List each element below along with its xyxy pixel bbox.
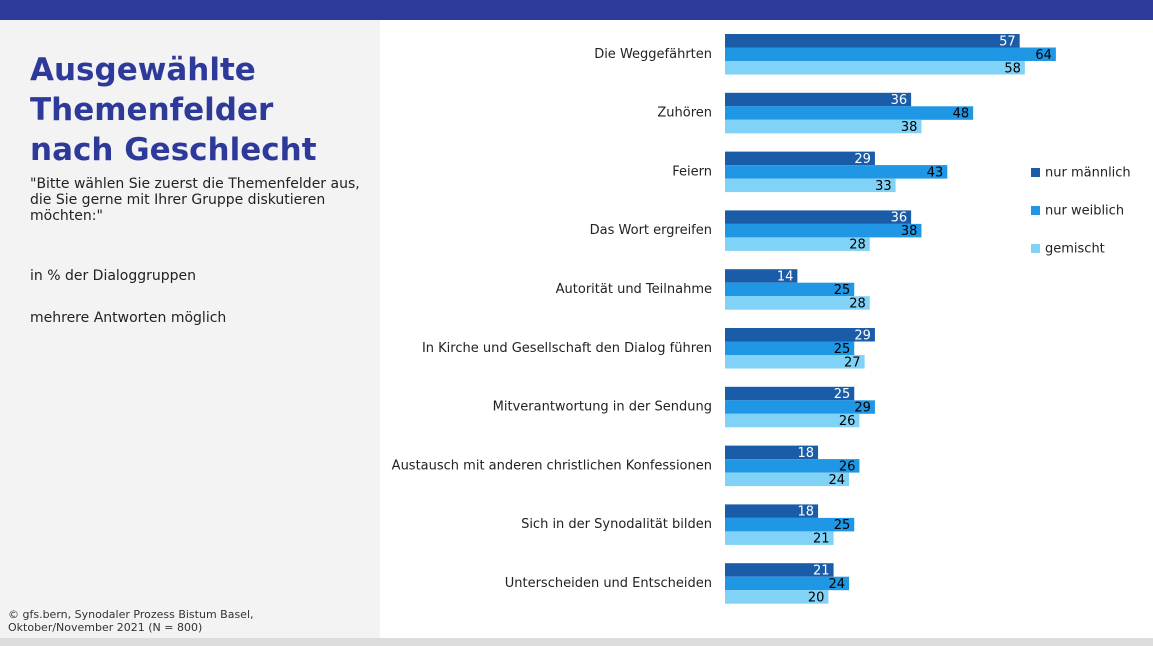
value-label: 33 <box>875 179 892 194</box>
value-label: 38 <box>901 224 918 239</box>
value-label: 27 <box>844 355 861 370</box>
subtitle: "Bitte wählen Sie zuerst die Themenfelde… <box>30 176 360 224</box>
chart-title: Ausgewählte Themenfelder nach Geschlecht <box>30 50 317 170</box>
legend-swatch <box>1031 206 1040 215</box>
value-label: 18 <box>798 446 815 461</box>
category-label: Austausch mit anderen christlichen Konfe… <box>392 458 712 473</box>
value-label: 25 <box>834 387 851 402</box>
bar <box>725 590 829 604</box>
value-label: 24 <box>829 473 846 488</box>
value-label: 64 <box>1035 48 1052 63</box>
category-label: Zuhören <box>657 106 712 121</box>
bar <box>725 517 855 532</box>
bar <box>725 459 860 473</box>
legend-label: nur männlich <box>1045 166 1131 181</box>
value-label: 43 <box>927 165 944 180</box>
bar <box>725 61 1025 75</box>
value-label: 25 <box>834 518 851 533</box>
value-label: 29 <box>854 152 871 167</box>
value-label: 29 <box>854 401 871 416</box>
title-line: nach Geschlecht <box>30 132 317 168</box>
bar <box>725 472 850 487</box>
category-label: Mitverantwortung in der Sendung <box>493 400 712 415</box>
value-label: 26 <box>839 414 856 429</box>
bar <box>725 119 922 134</box>
bar <box>725 223 922 238</box>
value-label: 38 <box>901 120 918 135</box>
bar <box>725 445 819 460</box>
bar <box>725 269 798 283</box>
note: in % der Dialoggruppen <box>30 268 197 284</box>
bar <box>725 400 875 414</box>
value-label: 20 <box>808 590 825 605</box>
bar <box>725 413 860 428</box>
category-label: Unterscheiden und Entscheiden <box>505 576 712 591</box>
value-label: 25 <box>834 283 851 298</box>
bar <box>725 237 870 251</box>
bar <box>725 296 870 310</box>
left-panel <box>0 20 380 638</box>
value-label: 28 <box>849 296 866 311</box>
value-label: 57 <box>999 34 1016 49</box>
value-label: 26 <box>839 459 856 474</box>
value-label: 58 <box>1004 61 1021 76</box>
value-label: 24 <box>829 577 846 592</box>
value-label: 21 <box>813 563 830 578</box>
title-line: Themenfelder <box>30 92 274 128</box>
bar <box>725 106 974 120</box>
category-label: Autorität und Teilnahme <box>556 282 712 297</box>
bar <box>725 210 912 224</box>
bar <box>725 341 855 355</box>
value-label: 36 <box>891 93 908 108</box>
bar <box>725 34 1020 48</box>
note: mehrere Antworten möglich <box>30 310 227 326</box>
top-bar <box>0 0 1153 20</box>
source: Oktober/November 2021 (N = 800) <box>8 621 203 634</box>
bar <box>725 504 819 518</box>
legend-swatch <box>1031 244 1040 253</box>
category-label: Sich in der Synodalität bilden <box>521 517 712 532</box>
value-label: 29 <box>854 328 871 343</box>
category-label: Die Weggefährten <box>594 47 712 62</box>
category-label: In Kirche und Gesellschaft den Dialog fü… <box>422 341 712 356</box>
bar <box>725 47 1056 61</box>
bar <box>725 178 896 193</box>
category-label: Feiern <box>672 164 712 179</box>
value-label: 14 <box>777 269 794 284</box>
category-label: Das Wort ergreifen <box>590 223 712 238</box>
bar <box>725 328 875 342</box>
value-label: 28 <box>849 238 866 253</box>
value-label: 25 <box>834 342 851 357</box>
bar <box>725 165 948 179</box>
value-label: 36 <box>891 211 908 226</box>
legend-label: nur weiblich <box>1045 204 1124 219</box>
bar <box>725 151 875 166</box>
bar <box>725 576 850 591</box>
bar <box>725 386 855 401</box>
value-label: 21 <box>813 532 830 547</box>
source: © gfs.bern, Synodaler Prozess Bistum Bas… <box>8 608 254 621</box>
bar <box>725 563 834 577</box>
title-line: Ausgewählte <box>30 52 256 88</box>
bottom-bar <box>0 638 1153 646</box>
bar <box>725 282 855 297</box>
value-label: 18 <box>798 505 815 520</box>
bar <box>725 355 865 369</box>
bar <box>725 92 912 107</box>
legend-label: gemischt <box>1045 242 1105 257</box>
bar <box>725 531 834 545</box>
value-label: 48 <box>953 107 970 122</box>
legend-swatch <box>1031 168 1040 177</box>
